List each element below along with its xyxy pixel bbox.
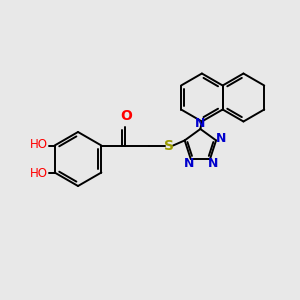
Text: N: N: [195, 117, 206, 130]
Text: S: S: [164, 139, 174, 152]
Text: N: N: [184, 158, 194, 170]
Text: N: N: [216, 131, 226, 145]
Text: O: O: [120, 109, 132, 123]
Text: N: N: [208, 158, 218, 170]
Text: HO: HO: [30, 138, 48, 152]
Text: HO: HO: [30, 167, 48, 180]
